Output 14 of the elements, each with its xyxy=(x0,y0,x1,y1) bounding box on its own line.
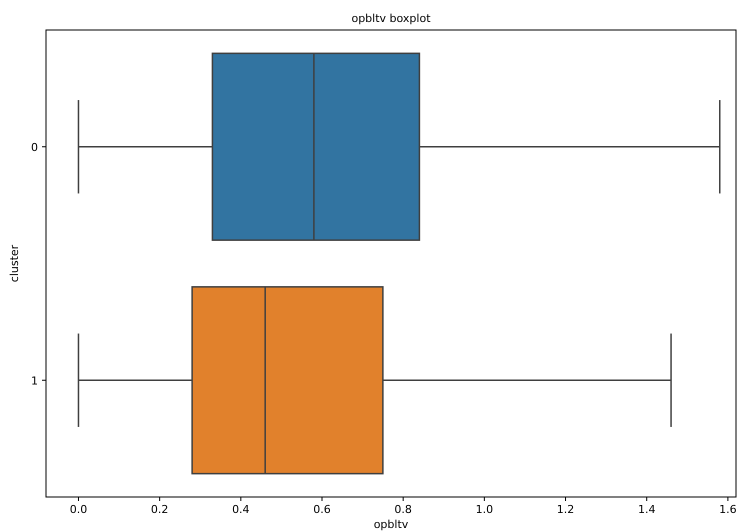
y-tick-label: 1 xyxy=(31,374,38,388)
x-tick-label: 0.8 xyxy=(394,503,412,516)
x-tick-label: 1.0 xyxy=(476,503,494,516)
x-tick-label: 0.0 xyxy=(70,503,88,516)
x-tick-label: 1.6 xyxy=(719,503,737,516)
y-tick-label: 0 xyxy=(31,140,38,154)
x-tick-label: 1.2 xyxy=(556,503,574,516)
x-tick-label: 0.2 xyxy=(150,503,168,516)
x-tick-label: 0.6 xyxy=(313,503,331,516)
x-tick-label: 1.4 xyxy=(638,503,656,516)
chart-title: opbltv boxplot xyxy=(351,12,432,25)
y-axis-title: cluster xyxy=(8,244,21,282)
x-tick-label: 0.4 xyxy=(232,503,250,516)
x-axis-title: opbltv xyxy=(374,518,409,531)
